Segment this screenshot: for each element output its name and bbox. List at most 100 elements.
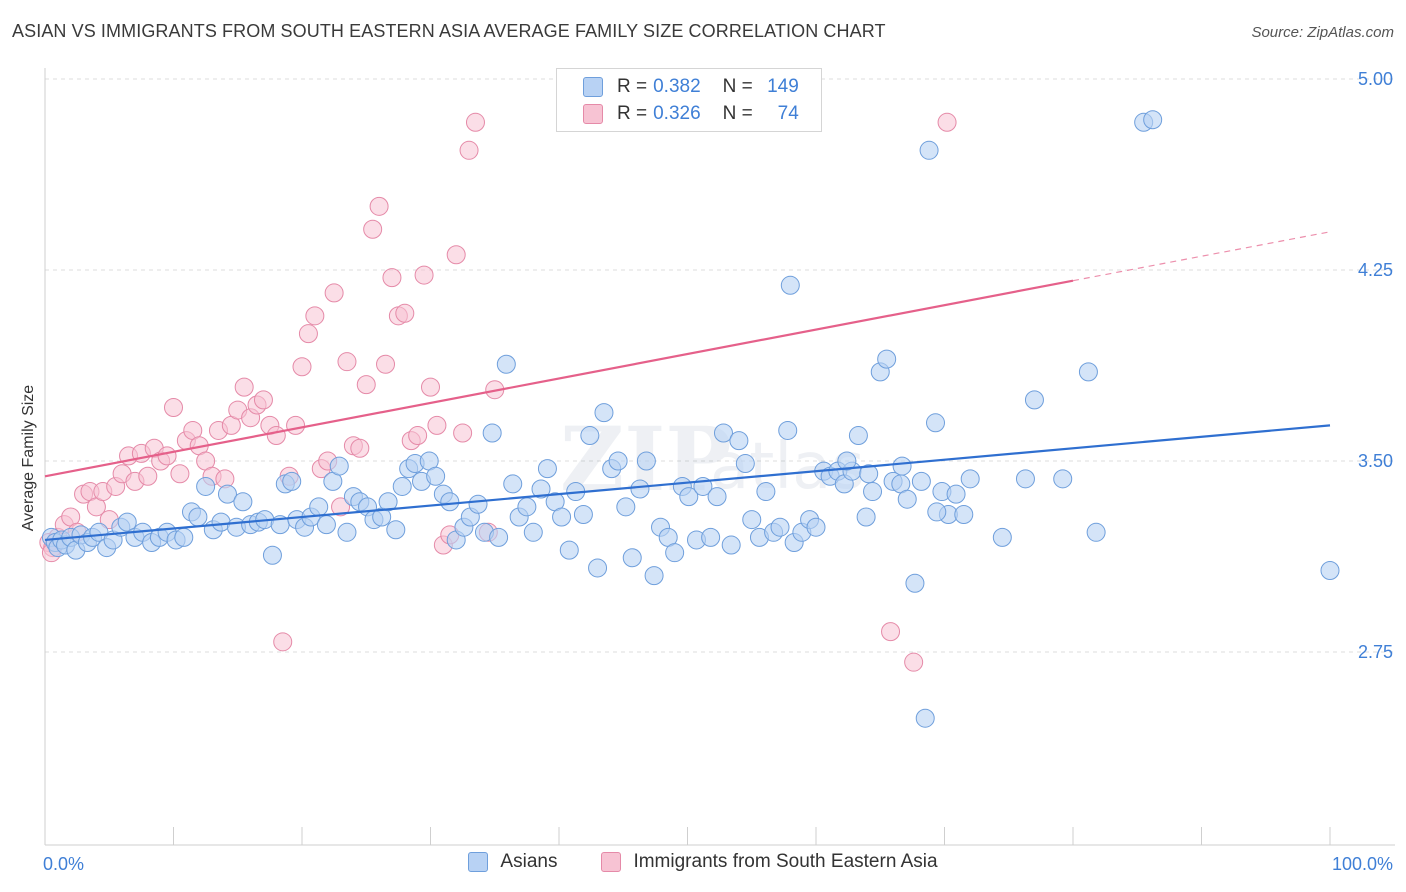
data-point-asians: [707, 487, 727, 507]
x-tick-labels: 0.0% 100.0%: [43, 854, 1393, 874]
data-point-asians: [489, 527, 509, 547]
data-point-immigrants: [453, 423, 473, 443]
data-point-asians: [713, 423, 733, 443]
data-point-immigrants: [395, 303, 415, 323]
data-point-asians: [701, 527, 721, 547]
data-point-asians: [863, 482, 883, 502]
data-point-asians: [337, 522, 357, 542]
data-point-asians: [482, 423, 502, 443]
data-point-asians: [644, 566, 664, 586]
data-point-immigrants: [292, 357, 312, 377]
y-axis-label: Average Family Size: [20, 385, 37, 532]
trend-line-immigrants-extension: [1072, 231, 1331, 282]
data-point-immigrants: [138, 466, 158, 486]
data-point-asians: [1320, 561, 1340, 581]
data-point-asians: [636, 451, 656, 471]
data-point-immigrants: [305, 306, 325, 326]
source-credit: Source: ZipAtlas.com: [1251, 24, 1394, 41]
data-point-asians: [960, 469, 980, 489]
legend-item-asians[interactable]: Asians: [468, 851, 557, 873]
data-point-asians: [919, 140, 939, 160]
data-point-asians: [262, 545, 282, 565]
data-point-immigrants: [459, 140, 479, 160]
data-point-immigrants: [350, 438, 370, 458]
data-point-asians: [859, 464, 879, 484]
data-point-asians: [892, 456, 912, 476]
data-point-asians: [378, 492, 398, 512]
legend-swatch-blue: [583, 77, 603, 97]
x-tick-label: 100.0%: [1332, 854, 1393, 874]
data-point-asians: [992, 527, 1012, 547]
data-point-immigrants: [465, 112, 485, 132]
data-point-asians: [531, 479, 551, 499]
data-point-asians: [848, 426, 868, 446]
legend-n-value: 74: [777, 103, 799, 124]
data-point-immigrants: [408, 426, 428, 446]
legend-swatch-blue: [468, 852, 489, 872]
y-tick-label: 5.00: [1358, 69, 1393, 89]
data-point-asians: [927, 502, 947, 522]
data-point-immigrants: [363, 219, 383, 239]
data-point-asians: [594, 403, 614, 423]
data-point-immigrants: [446, 245, 466, 265]
legend-r-label: R =: [617, 103, 648, 124]
data-point-immigrants: [164, 398, 183, 418]
data-point-immigrants: [337, 352, 357, 372]
legend-row-asians: R = 0.382 N = 149: [583, 74, 799, 100]
data-point-asians: [468, 494, 488, 514]
data-point-asians: [1086, 522, 1106, 542]
data-point-asians: [1143, 110, 1163, 130]
legend-n-value: 149: [767, 76, 799, 97]
data-point-asians: [1015, 469, 1035, 489]
data-point-immigrants: [273, 632, 293, 652]
data-point-asians: [588, 558, 608, 578]
data-point-immigrants: [881, 622, 901, 642]
data-point-immigrants: [234, 377, 254, 397]
data-point-immigrants: [253, 390, 273, 410]
data-point-asians: [897, 489, 917, 509]
data-point-asians: [233, 492, 253, 512]
data-point-asians: [426, 466, 446, 486]
y-tick-label: 2.75: [1358, 642, 1393, 662]
data-point-asians: [188, 507, 208, 527]
data-point-asians: [537, 459, 557, 479]
data-point-asians: [503, 474, 523, 494]
legend-row-immigrants: R = 0.326 N = 74: [583, 101, 799, 127]
data-point-asians: [196, 476, 216, 496]
x-tick-label: 0.0%: [43, 854, 84, 874]
data-point-asians: [573, 504, 593, 524]
legend-swatch-pink: [601, 852, 622, 872]
data-point-asians: [622, 548, 642, 568]
data-point-asians: [616, 497, 636, 517]
data-point-asians: [552, 507, 572, 527]
data-point-asians: [905, 573, 925, 593]
data-point-asians: [721, 535, 741, 555]
data-point-asians: [856, 507, 876, 527]
data-point-asians: [440, 492, 460, 512]
data-point-immigrants: [286, 415, 306, 435]
data-point-immigrants: [937, 112, 957, 132]
data-point-immigrants: [427, 415, 447, 435]
legend-r-label: R =: [617, 76, 648, 97]
trend-line-asians: [44, 424, 1331, 542]
series-asians-points: [41, 110, 1340, 728]
data-point-immigrants: [324, 283, 344, 303]
data-point-immigrants: [904, 652, 924, 672]
data-point-asians: [1053, 469, 1073, 489]
data-point-asians: [1078, 362, 1098, 382]
data-point-asians: [316, 515, 336, 535]
data-point-asians: [523, 522, 543, 542]
y-tick-label: 4.25: [1358, 260, 1393, 280]
legend-item-immigrants[interactable]: Immigrants from South Eastern Asia: [601, 851, 938, 873]
data-point-asians: [926, 413, 946, 433]
data-point-asians: [735, 454, 755, 474]
data-point-asians: [517, 497, 537, 517]
legend-label-asians: Asians: [500, 851, 558, 872]
data-point-asians: [729, 431, 749, 451]
legend-r-value: 0.326: [653, 103, 701, 124]
series-legend: Asians Immigrants from South Eastern Asi…: [0, 851, 1406, 873]
legend-label-immigrants: Immigrants from South Eastern Asia: [633, 851, 938, 872]
data-point-asians: [608, 451, 628, 471]
legend-n-label: N =: [722, 103, 753, 124]
data-point-asians: [630, 479, 650, 499]
